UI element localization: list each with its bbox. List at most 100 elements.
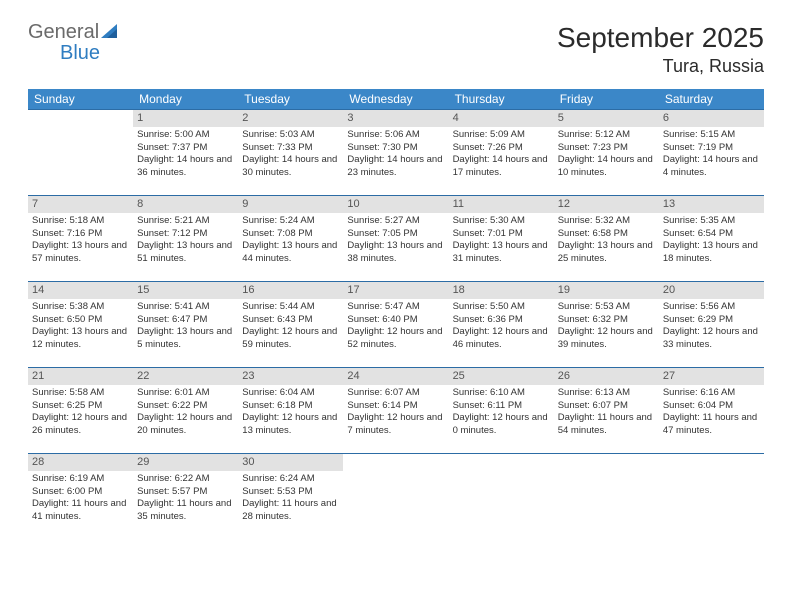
logo-sail-icon <box>101 22 123 45</box>
calendar-cell: 22Sunrise: 6:01 AMSunset: 6:22 PMDayligh… <box>133 368 238 454</box>
day-number: 14 <box>28 282 133 299</box>
calendar-cell: 24Sunrise: 6:07 AMSunset: 6:14 PMDayligh… <box>343 368 448 454</box>
calendar-cell <box>554 454 659 540</box>
day-details: Sunrise: 5:21 AMSunset: 7:12 PMDaylight:… <box>133 215 238 270</box>
sunset-line: Sunset: 7:01 PM <box>453 228 550 241</box>
daylight-line: Daylight: 14 hours and 4 minutes. <box>663 154 760 180</box>
day-details: Sunrise: 5:27 AMSunset: 7:05 PMDaylight:… <box>343 215 448 270</box>
sunset-line: Sunset: 6:11 PM <box>453 400 550 413</box>
day-details: Sunrise: 6:22 AMSunset: 5:57 PMDaylight:… <box>133 473 238 528</box>
day-number: 4 <box>449 110 554 127</box>
sunset-line: Sunset: 6:54 PM <box>663 228 760 241</box>
sunset-line: Sunset: 7:12 PM <box>137 228 234 241</box>
sunrise-line: Sunrise: 5:21 AM <box>137 215 234 228</box>
daylight-line: Daylight: 11 hours and 35 minutes. <box>137 498 234 524</box>
calendar-cell: 26Sunrise: 6:13 AMSunset: 6:07 PMDayligh… <box>554 368 659 454</box>
sunset-line: Sunset: 7:33 PM <box>242 142 339 155</box>
day-number: 13 <box>659 196 764 213</box>
calendar-cell <box>659 454 764 540</box>
weekday-tuesday: Tuesday <box>238 89 343 110</box>
calendar-body: 1Sunrise: 5:00 AMSunset: 7:37 PMDaylight… <box>28 110 764 540</box>
calendar-cell: 29Sunrise: 6:22 AMSunset: 5:57 PMDayligh… <box>133 454 238 540</box>
day-number: 11 <box>449 196 554 213</box>
day-number: 18 <box>449 282 554 299</box>
daylight-line: Daylight: 12 hours and 59 minutes. <box>242 326 339 352</box>
weekday-thursday: Thursday <box>449 89 554 110</box>
sunset-line: Sunset: 7:08 PM <box>242 228 339 241</box>
sunset-line: Sunset: 7:30 PM <box>347 142 444 155</box>
calendar-cell: 7Sunrise: 5:18 AMSunset: 7:16 PMDaylight… <box>28 196 133 282</box>
calendar-row: 21Sunrise: 5:58 AMSunset: 6:25 PMDayligh… <box>28 368 764 454</box>
calendar-cell: 1Sunrise: 5:00 AMSunset: 7:37 PMDaylight… <box>133 110 238 196</box>
sunset-line: Sunset: 6:50 PM <box>32 314 129 327</box>
day-details: Sunrise: 5:53 AMSunset: 6:32 PMDaylight:… <box>554 301 659 356</box>
calendar-cell: 30Sunrise: 6:24 AMSunset: 5:53 PMDayligh… <box>238 454 343 540</box>
calendar-cell: 8Sunrise: 5:21 AMSunset: 7:12 PMDaylight… <box>133 196 238 282</box>
day-number: 23 <box>238 368 343 385</box>
day-details: Sunrise: 5:30 AMSunset: 7:01 PMDaylight:… <box>449 215 554 270</box>
day-number: 16 <box>238 282 343 299</box>
day-number: 3 <box>343 110 448 127</box>
sunrise-line: Sunrise: 6:04 AM <box>242 387 339 400</box>
day-details: Sunrise: 5:03 AMSunset: 7:33 PMDaylight:… <box>238 129 343 184</box>
day-number: 12 <box>554 196 659 213</box>
sunrise-line: Sunrise: 5:41 AM <box>137 301 234 314</box>
day-number: 19 <box>554 282 659 299</box>
day-details: Sunrise: 6:04 AMSunset: 6:18 PMDaylight:… <box>238 387 343 442</box>
day-number: 6 <box>659 110 764 127</box>
daylight-line: Daylight: 14 hours and 23 minutes. <box>347 154 444 180</box>
calendar-row: 1Sunrise: 5:00 AMSunset: 7:37 PMDaylight… <box>28 110 764 196</box>
calendar-cell <box>449 454 554 540</box>
sunrise-line: Sunrise: 6:16 AM <box>663 387 760 400</box>
daylight-line: Daylight: 12 hours and 52 minutes. <box>347 326 444 352</box>
sunrise-line: Sunrise: 5:56 AM <box>663 301 760 314</box>
day-details: Sunrise: 6:10 AMSunset: 6:11 PMDaylight:… <box>449 387 554 442</box>
calendar-cell: 16 Sunrise: 5:44 AMSunset: 6:43 PMDayligh… <box>238 282 343 368</box>
logo-word-blue: Blue <box>60 43 123 64</box>
day-details: Sunrise: 5:00 AMSunset: 7:37 PMDaylight:… <box>133 129 238 184</box>
sunrise-line: Sunrise: 5:03 AM <box>242 129 339 142</box>
day-number: 7 <box>28 196 133 213</box>
daylight-line: Daylight: 12 hours and 39 minutes. <box>558 326 655 352</box>
day-details: Sunrise: 5:50 AMSunset: 6:36 PMDaylight:… <box>449 301 554 356</box>
sunset-line: Sunset: 7:23 PM <box>558 142 655 155</box>
sunset-line: Sunset: 6:36 PM <box>453 314 550 327</box>
calendar-cell: 11 Sunrise: 5:30 AMSunset: 7:01 PMDayligh… <box>449 196 554 282</box>
sunrise-line: Sunrise: 6:24 AM <box>242 473 339 486</box>
calendar-cell: 14 Sunrise: 5:38 AMSunset: 6:50 PMDayligh… <box>28 282 133 368</box>
daylight-line: Daylight: 13 hours and 12 minutes. <box>32 326 129 352</box>
weekday-saturday: Saturday <box>659 89 764 110</box>
daylight-line: Daylight: 12 hours and 33 minutes. <box>663 326 760 352</box>
logo-word-general: General <box>28 21 99 43</box>
day-number: 28 <box>28 454 133 471</box>
weekday-header-row: Sunday Monday Tuesday Wednesday Thursday… <box>28 89 764 110</box>
day-details: Sunrise: 5:12 AMSunset: 7:23 PMDaylight:… <box>554 129 659 184</box>
day-details: Sunrise: 5:38 AMSunset: 6:50 PMDaylight:… <box>28 301 133 356</box>
day-details: Sunrise: 6:16 AMSunset: 6:04 PMDaylight:… <box>659 387 764 442</box>
sunrise-line: Sunrise: 5:53 AM <box>558 301 655 314</box>
day-details: Sunrise: 5:44 AMSunset: 6:43 PMDaylight:… <box>238 301 343 356</box>
day-number: 10 <box>343 196 448 213</box>
day-details: Sunrise: 5:47 AMSunset: 6:40 PMDaylight:… <box>343 301 448 356</box>
daylight-line: Daylight: 13 hours and 44 minutes. <box>242 240 339 266</box>
sunset-line: Sunset: 6:32 PM <box>558 314 655 327</box>
sunrise-line: Sunrise: 5:15 AM <box>663 129 760 142</box>
calendar-cell: 2Sunrise: 5:03 AMSunset: 7:33 PMDaylight… <box>238 110 343 196</box>
calendar-cell <box>28 110 133 196</box>
daylight-line: Daylight: 13 hours and 57 minutes. <box>32 240 129 266</box>
calendar-cell <box>343 454 448 540</box>
daylight-line: Daylight: 12 hours and 46 minutes. <box>453 326 550 352</box>
daylight-line: Daylight: 13 hours and 38 minutes. <box>347 240 444 266</box>
sunset-line: Sunset: 6:18 PM <box>242 400 339 413</box>
day-number: 22 <box>133 368 238 385</box>
sunrise-line: Sunrise: 6:13 AM <box>558 387 655 400</box>
day-number: 5 <box>554 110 659 127</box>
day-details: Sunrise: 5:06 AMSunset: 7:30 PMDaylight:… <box>343 129 448 184</box>
sunset-line: Sunset: 7:16 PM <box>32 228 129 241</box>
daylight-line: Daylight: 13 hours and 25 minutes. <box>558 240 655 266</box>
sunset-line: Sunset: 7:05 PM <box>347 228 444 241</box>
header: General Blue September 2025 Tura, Russia <box>28 22 764 77</box>
sunrise-line: Sunrise: 6:07 AM <box>347 387 444 400</box>
day-number: 17 <box>343 282 448 299</box>
sunset-line: Sunset: 6:07 PM <box>558 400 655 413</box>
